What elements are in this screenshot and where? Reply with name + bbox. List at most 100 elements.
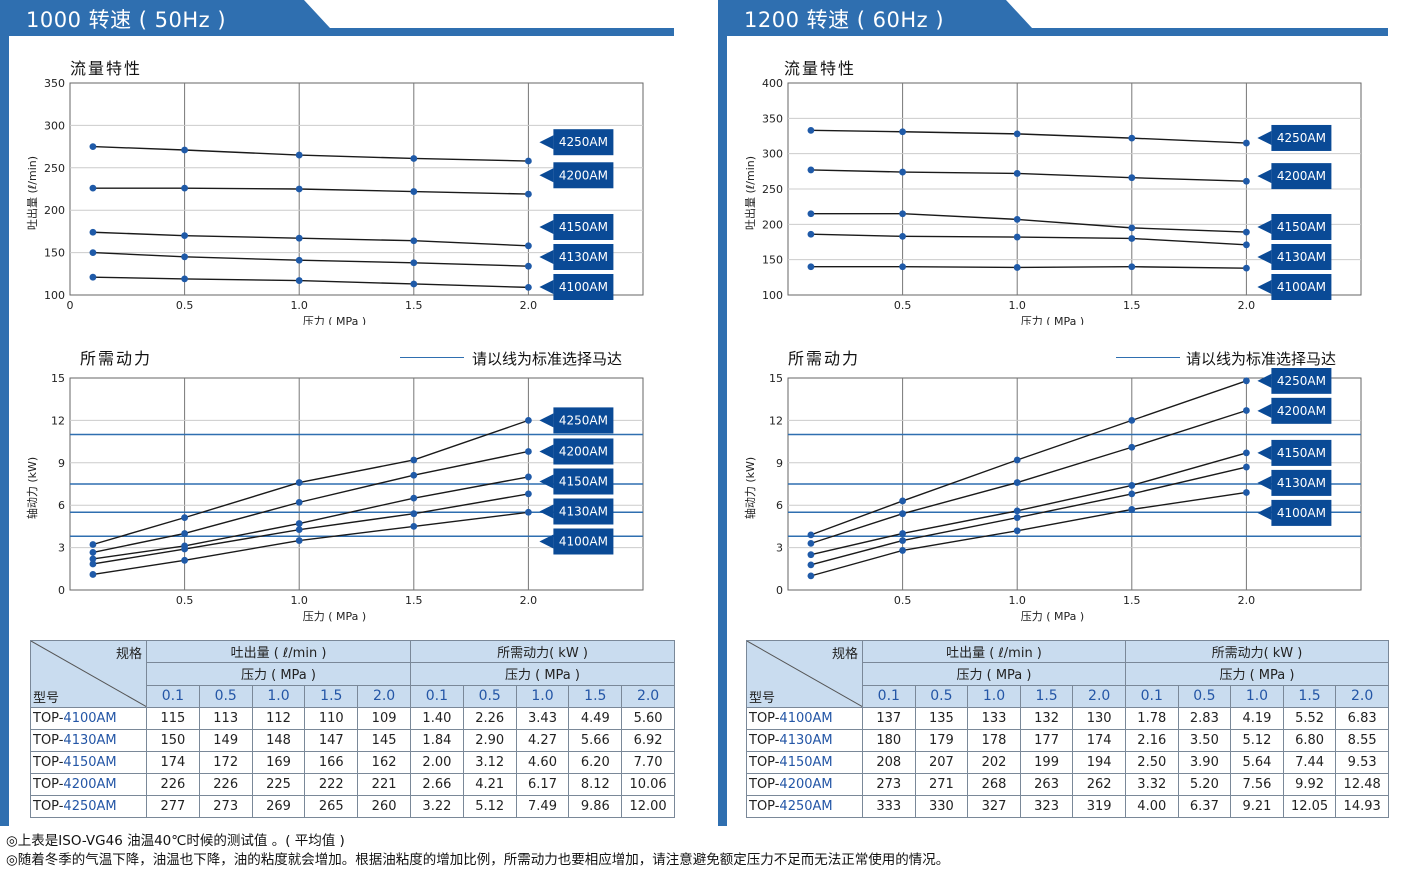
series-label-pointer — [539, 250, 554, 264]
pressure-value: 2.0 — [1335, 684, 1389, 709]
power-value: 12.00 — [621, 795, 675, 818]
series-label-pointer — [539, 135, 554, 150]
model-cell: TOP-4150AM — [30, 751, 147, 774]
data-point — [1013, 215, 1021, 223]
data-point — [525, 448, 532, 455]
series-label-box — [1271, 124, 1332, 151]
y-tick-label: 12 — [51, 414, 65, 427]
data-point — [1128, 506, 1136, 513]
x-tick-label: 1.0 — [290, 299, 308, 312]
pressure-value: 1.5 — [304, 684, 359, 709]
pressure-value: 1.5 — [1282, 684, 1337, 709]
power-value: 5.66 — [568, 729, 623, 752]
y-tick-label: 150 — [44, 247, 65, 260]
pressure-value: 0.1 — [1124, 684, 1179, 709]
flow-value: 112 — [251, 707, 306, 730]
y-tick-label: 200 — [762, 218, 783, 231]
x-tick-label: 0.5 — [894, 594, 912, 607]
series-line-4150AM — [810, 213, 1247, 233]
y-tick-label: 12 — [769, 414, 783, 427]
data-point — [1128, 134, 1136, 142]
data-point — [1128, 263, 1136, 271]
power-value: 4.19 — [1230, 707, 1284, 730]
x-tick-label: 1.0 — [290, 594, 308, 607]
y-tick-label: 3 — [58, 542, 65, 555]
series-line-4130AM — [810, 233, 1247, 246]
data-point — [295, 526, 303, 534]
series-label-4150AM: 4150AM — [559, 220, 608, 234]
flow-value: 194 — [1072, 751, 1126, 774]
power-value: 12.48 — [1335, 773, 1389, 796]
pressure-value: 2.0 — [1072, 684, 1126, 709]
y-tick-label: 15 — [769, 372, 783, 385]
data-point — [410, 494, 418, 502]
series-label-4200AM: 4200AM — [559, 168, 608, 182]
corner-diagonal-line — [747, 641, 862, 707]
data-point — [181, 232, 189, 240]
series-label-box — [553, 528, 614, 555]
series-label-box — [553, 468, 614, 495]
data-point — [525, 508, 532, 516]
corner-diagonal-line — [31, 641, 146, 707]
x-tick-label: 0 — [67, 299, 74, 312]
flow-value: 180 — [862, 729, 916, 752]
x-tick-label: 1.5 — [405, 299, 423, 312]
table-row: TOP-4130AM 150 149 148 147 145 1.84 2.90 4.27 5.6… — [30, 729, 675, 752]
flow-value: 135 — [914, 707, 969, 730]
data-point — [807, 551, 815, 559]
series-label-box — [553, 214, 614, 240]
series-label-box — [1271, 274, 1332, 300]
series-label-4200AM: 4200AM — [559, 444, 608, 458]
series-label-pointer — [1257, 505, 1272, 520]
power-value: 2.66 — [410, 773, 464, 796]
data-point — [410, 155, 418, 162]
flow-value: 263 — [1019, 773, 1074, 796]
flow-value: 222 — [304, 773, 359, 796]
data-point — [807, 572, 815, 580]
data-point — [1128, 482, 1136, 489]
power-value: 5.12 — [1230, 729, 1284, 752]
data-point — [89, 249, 97, 256]
x-tick-label: 2.0 — [1238, 299, 1256, 312]
series-label-box — [1271, 439, 1332, 466]
power-value: 5.20 — [1177, 773, 1232, 796]
power-value: 2.26 — [462, 707, 517, 730]
pressure-value: 0.5 — [914, 684, 969, 709]
y-axis-label: 吐出量 (ℓ/min) — [743, 156, 757, 230]
data-point — [807, 263, 815, 271]
flow-value: 113 — [198, 707, 253, 730]
flow-value: 226 — [198, 773, 253, 796]
power-value: 6.80 — [1282, 729, 1337, 752]
model-code: 4100AM — [779, 711, 833, 726]
series-label-pointer — [539, 168, 554, 183]
data-point — [1013, 130, 1021, 138]
model-code: 4150AM — [63, 755, 117, 770]
flow-value: 202 — [967, 751, 1021, 774]
series-label-4250AM: 4250AM — [1277, 374, 1326, 388]
data-point — [410, 471, 418, 479]
x-axis-label: 压力 ( MPa ) — [303, 610, 366, 623]
table-row: TOP-4250AM 277 273 269 265 260 3.22 5.12 7.49 9.8… — [30, 795, 675, 818]
series-label-pointer — [1257, 403, 1272, 418]
data-point — [410, 523, 418, 530]
pressure-header: 压力 ( MPa ) — [146, 662, 411, 686]
flow-value: 110 — [304, 707, 359, 730]
model-prefix: TOP- — [749, 777, 780, 792]
flow-value: 319 — [1072, 795, 1126, 818]
series-label-pointer — [1257, 445, 1272, 460]
flow-value: 207 — [914, 751, 969, 774]
flow-value: 148 — [251, 729, 306, 752]
data-point — [89, 228, 97, 236]
pressure-header: 压力 ( MPa ) — [410, 662, 675, 686]
corner-spec-label: 规格 — [115, 647, 142, 662]
data-point — [899, 263, 906, 271]
data-point — [1128, 443, 1136, 451]
power-value: 3.22 — [410, 795, 464, 818]
data-point — [1243, 241, 1250, 249]
series-label-pointer — [539, 534, 554, 549]
series-label-pointer — [1257, 220, 1272, 234]
series-label-box — [1271, 397, 1332, 424]
y-axis-label: 吐出量 (ℓ/min) — [25, 156, 39, 230]
series-label-4150AM: 4150AM — [1277, 220, 1326, 234]
legend-line-sample — [400, 357, 464, 358]
